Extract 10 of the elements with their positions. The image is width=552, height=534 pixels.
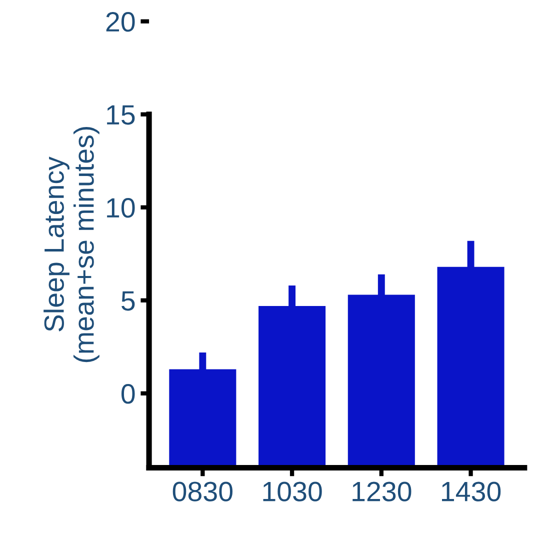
y-tick-label: 20 [106, 12, 135, 32]
y-axis-title: Sleep Latency (mean+se minutes) [44, 127, 100, 362]
x-tick-label: 1430 [442, 482, 501, 502]
x-tick-label: 0830 [172, 482, 232, 502]
y-tick-label: 0 [121, 384, 135, 404]
x-tick-label: 1230 [352, 482, 412, 502]
x-tick-label: 1030 [263, 482, 322, 502]
y-tick-label: 5 [122, 291, 135, 311]
y-tick-label: 15 [107, 105, 135, 125]
y-tick-label: 10 [107, 198, 135, 218]
